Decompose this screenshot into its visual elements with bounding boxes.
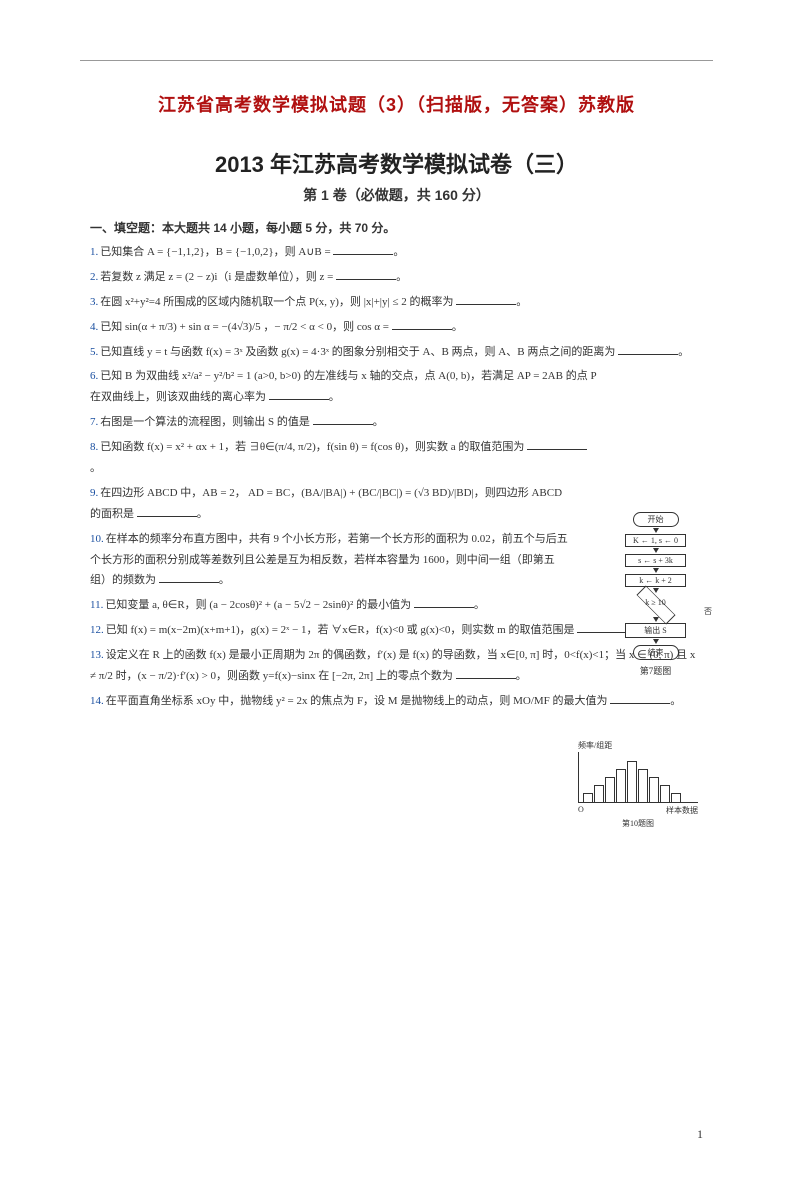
- hist-bar: [649, 777, 659, 802]
- hist-bar: [638, 769, 648, 802]
- hist-origin: O: [578, 805, 584, 816]
- question-item: 4.已知 sin(α + π/3) + sin α = −(4√3)/5 ，− …: [90, 317, 703, 338]
- question-number: 6.: [90, 370, 98, 382]
- hist-ylabel: 频率/组距: [578, 740, 698, 751]
- question-item: 2.若复数 z 满足 z = (2 − z)i（i 是虚数单位），则 z = 。: [90, 267, 703, 288]
- question-number: 8.: [90, 441, 98, 453]
- fc-box-1: K ← 1, s ← 0: [625, 534, 686, 547]
- question-item: 1.已知集合 A = {−1,1,2}，B = {−1,0,2}，则 A∪B =…: [90, 242, 703, 263]
- question-number: 2.: [90, 271, 98, 283]
- question-item: 14.在平面直角坐标系 xOy 中，抛物线 y² = 2x 的焦点为 F，设 M…: [90, 691, 703, 712]
- answer-blank: [392, 319, 452, 330]
- hist-bar: [583, 793, 593, 802]
- hist-xlabel: 样本数据: [666, 805, 698, 816]
- page-number: 1: [697, 1127, 703, 1142]
- answer-blank: [610, 693, 670, 704]
- flowchart-figure: 开始 K ← 1, s ← 0 s ← s + 3k k ← k + 2 k ≥…: [613, 510, 698, 677]
- question-item: 9.在四边形 ABCD 中，AB = 2， AD = BC，(BA/|BA|) …: [90, 483, 703, 525]
- fc-box-3: k ← k + 2: [625, 574, 686, 587]
- doc-header: 江苏省高考数学模拟试题（3）（扫描版，无答案）苏教版: [90, 91, 703, 117]
- answer-blank: [618, 344, 678, 355]
- answer-blank: [333, 244, 393, 255]
- question-item: 8.已知函数 f(x) = x² + αx + 1，若 ∃θ∈(π/4, π/2…: [90, 437, 703, 479]
- answer-blank: [159, 572, 219, 583]
- question-number: 11.: [90, 599, 103, 611]
- question-number: 13.: [90, 649, 104, 661]
- question-number: 3.: [90, 296, 98, 308]
- question-number: 9.: [90, 487, 98, 499]
- fc-box-2: s ← s + 3k: [625, 554, 686, 567]
- fc-diamond: k ≥ 10: [635, 594, 677, 616]
- question-item: 12.已知 f(x) = m(x−2m)(x+m+1)，g(x) = 2ˣ − …: [90, 620, 703, 641]
- answer-blank: [414, 597, 474, 608]
- main-title: 2013 年江苏高考数学模拟试卷（三）: [90, 147, 703, 179]
- fc-start: 开始: [633, 512, 679, 527]
- answer-blank: [527, 439, 587, 450]
- answer-blank: [269, 389, 329, 400]
- answer-blank: [456, 668, 516, 679]
- hist-caption: 第10题图: [578, 818, 698, 829]
- question-item: 13.设定义在 R 上的函数 f(x) 是最小正周期为 2π 的偶函数，f′(x…: [90, 645, 703, 687]
- hist-bar: [594, 785, 604, 802]
- hist-bar: [616, 769, 626, 802]
- answer-blank: [336, 269, 396, 280]
- hist-bar: [627, 761, 637, 802]
- fc-output: 输出 S: [625, 623, 686, 638]
- hist-bars: [578, 752, 698, 803]
- hist-bar: [671, 793, 681, 802]
- question-number: 10.: [90, 533, 104, 545]
- answer-blank: [313, 414, 373, 425]
- question-number: 7.: [90, 416, 98, 428]
- question-number: 1.: [90, 246, 98, 258]
- hist-bar: [605, 777, 615, 802]
- fc-end: 结束: [633, 645, 679, 660]
- question-item: 11.已知变量 a, θ∈R，则 (a − 2cosθ)² + (a − 5√2…: [90, 595, 703, 616]
- question-item: 6.已知 B 为双曲线 x²/a² − y²/b² = 1 (a>0, b>0)…: [90, 366, 703, 408]
- question-number: 5.: [90, 346, 98, 358]
- sub-title: 第 1 卷（必做题，共 160 分）: [90, 185, 703, 205]
- fc-caption: 第7题图: [613, 664, 698, 677]
- question-item: 5.已知直线 y = t 与函数 f(x) = 3ˣ 及函数 g(x) = 4·…: [90, 342, 703, 363]
- answer-blank: [456, 294, 516, 305]
- questions-container: 1.已知集合 A = {−1,1,2}，B = {−1,0,2}，则 A∪B =…: [90, 242, 703, 712]
- question-item: 3.在圆 x²+y²=4 所围成的区域内随机取一个点 P(x, y)，则 |x|…: [90, 292, 703, 313]
- histogram-figure: 频率/组距 O 样本数据 第10题图: [578, 740, 698, 829]
- question-number: 12.: [90, 624, 104, 636]
- fc-no-label: 否: [704, 606, 712, 617]
- question-item: 7.右图是一个算法的流程图，则输出 S 的值是 。: [90, 412, 703, 433]
- question-number: 14.: [90, 695, 104, 707]
- question-number: 4.: [90, 321, 98, 333]
- hist-bar: [660, 785, 670, 802]
- question-item: 10.在样本的频率分布直方图中，共有 9 个小长方形，若第一个长方形的面积为 0…: [90, 529, 703, 592]
- section-heading: 一、填空题：本大题共 14 小题，每小题 5 分，共 70 分。: [90, 219, 703, 236]
- answer-blank: [137, 506, 197, 517]
